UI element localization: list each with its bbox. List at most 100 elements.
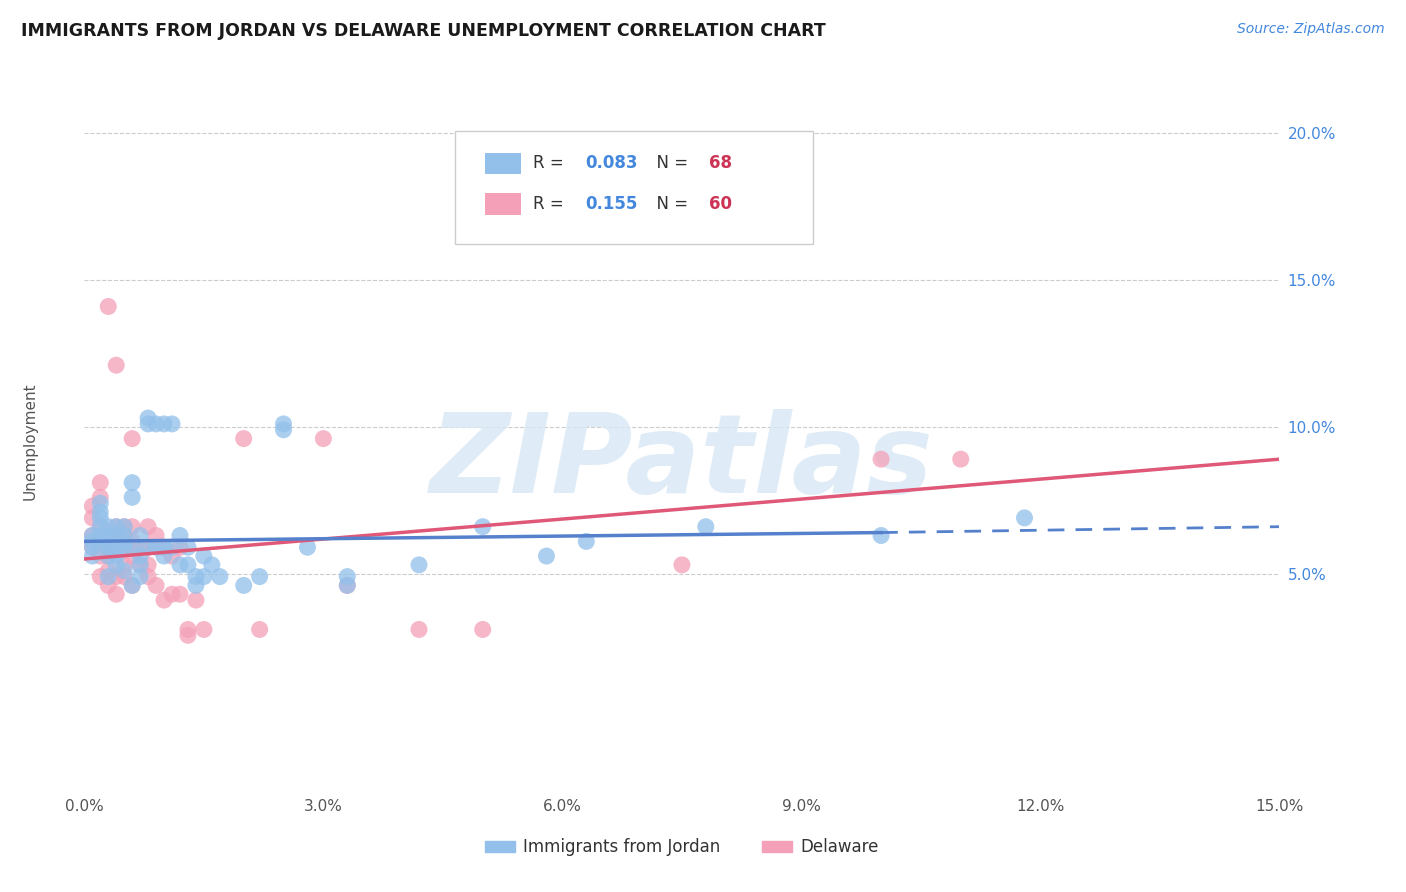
Point <box>121 549 143 563</box>
Point <box>105 540 128 554</box>
Point <box>136 519 159 533</box>
Point <box>112 569 135 583</box>
Text: Source: ZipAtlas.com: Source: ZipAtlas.com <box>1237 22 1385 37</box>
Text: N =: N = <box>647 154 693 172</box>
Point <box>112 528 135 542</box>
Point <box>97 528 120 542</box>
Point <box>82 534 104 549</box>
Point <box>232 578 254 592</box>
Text: 68: 68 <box>710 154 733 172</box>
Point <box>89 519 111 533</box>
Point <box>671 558 693 572</box>
Point <box>153 417 176 431</box>
Point <box>184 578 207 592</box>
Point <box>949 452 972 467</box>
Point <box>336 578 359 592</box>
Point <box>97 528 120 542</box>
Text: 0.083: 0.083 <box>585 154 637 172</box>
Point <box>89 505 111 519</box>
Point <box>870 452 893 467</box>
Point <box>82 528 104 542</box>
Point <box>105 519 128 533</box>
Legend: Immigrants from Jordan, Delaware: Immigrants from Jordan, Delaware <box>478 831 886 863</box>
Point <box>153 540 176 554</box>
Point <box>408 623 430 637</box>
Text: N =: N = <box>647 195 693 213</box>
Text: Unemployment: Unemployment <box>22 383 38 500</box>
Point <box>121 519 143 533</box>
Text: IMMIGRANTS FROM JORDAN VS DELAWARE UNEMPLOYMENT CORRELATION CHART: IMMIGRANTS FROM JORDAN VS DELAWARE UNEMP… <box>21 22 825 40</box>
Point <box>193 569 215 583</box>
Point <box>89 549 111 563</box>
Point <box>121 534 143 549</box>
Point <box>273 423 295 437</box>
Point <box>169 528 191 542</box>
Point <box>249 569 271 583</box>
Point <box>112 519 135 533</box>
Point <box>145 578 167 592</box>
FancyBboxPatch shape <box>456 131 814 244</box>
Point <box>82 540 104 554</box>
Point <box>184 593 207 607</box>
Point <box>1014 511 1036 525</box>
Text: ZIPatlas: ZIPatlas <box>430 409 934 516</box>
Point <box>169 587 191 601</box>
Point <box>97 540 120 554</box>
Point <box>145 528 167 542</box>
Point <box>471 623 494 637</box>
Text: 60: 60 <box>710 195 733 213</box>
Point <box>695 519 717 533</box>
Point <box>89 537 111 551</box>
Point <box>105 558 128 572</box>
Point <box>89 569 111 583</box>
Text: 0.155: 0.155 <box>585 195 637 213</box>
Point <box>208 569 231 583</box>
Point <box>82 511 104 525</box>
Point <box>177 623 200 637</box>
Point <box>112 540 135 554</box>
Point <box>97 549 120 563</box>
Point <box>112 519 135 533</box>
Text: R =: R = <box>533 195 568 213</box>
Point <box>153 593 176 607</box>
Point <box>129 558 152 572</box>
Point <box>193 623 215 637</box>
Point <box>89 491 111 505</box>
Point <box>121 540 143 554</box>
Point <box>129 569 152 583</box>
Point <box>105 540 128 554</box>
Point <box>112 528 135 542</box>
Point <box>232 432 254 446</box>
Point <box>297 540 319 554</box>
Point <box>121 578 143 592</box>
Point <box>97 300 120 314</box>
Point <box>97 564 120 578</box>
Point <box>153 549 176 563</box>
Point <box>249 623 271 637</box>
Point <box>89 496 111 510</box>
Point <box>160 417 183 431</box>
Point <box>312 432 335 446</box>
Point <box>89 528 111 542</box>
Point <box>105 519 128 533</box>
Point <box>97 578 120 592</box>
Point <box>129 558 152 572</box>
Point <box>82 528 104 542</box>
Point <box>153 540 176 554</box>
Point <box>82 499 104 513</box>
Point <box>273 417 295 431</box>
Point <box>177 540 200 554</box>
Point <box>201 558 224 572</box>
Point <box>160 540 183 554</box>
Point <box>145 540 167 554</box>
Point <box>336 578 359 592</box>
Point <box>105 528 128 542</box>
Point <box>870 528 893 542</box>
Point <box>575 534 598 549</box>
Text: R =: R = <box>533 154 568 172</box>
FancyBboxPatch shape <box>485 194 520 215</box>
Point <box>121 475 143 490</box>
Point <box>97 534 120 549</box>
Point <box>97 519 120 533</box>
Point <box>129 549 152 563</box>
